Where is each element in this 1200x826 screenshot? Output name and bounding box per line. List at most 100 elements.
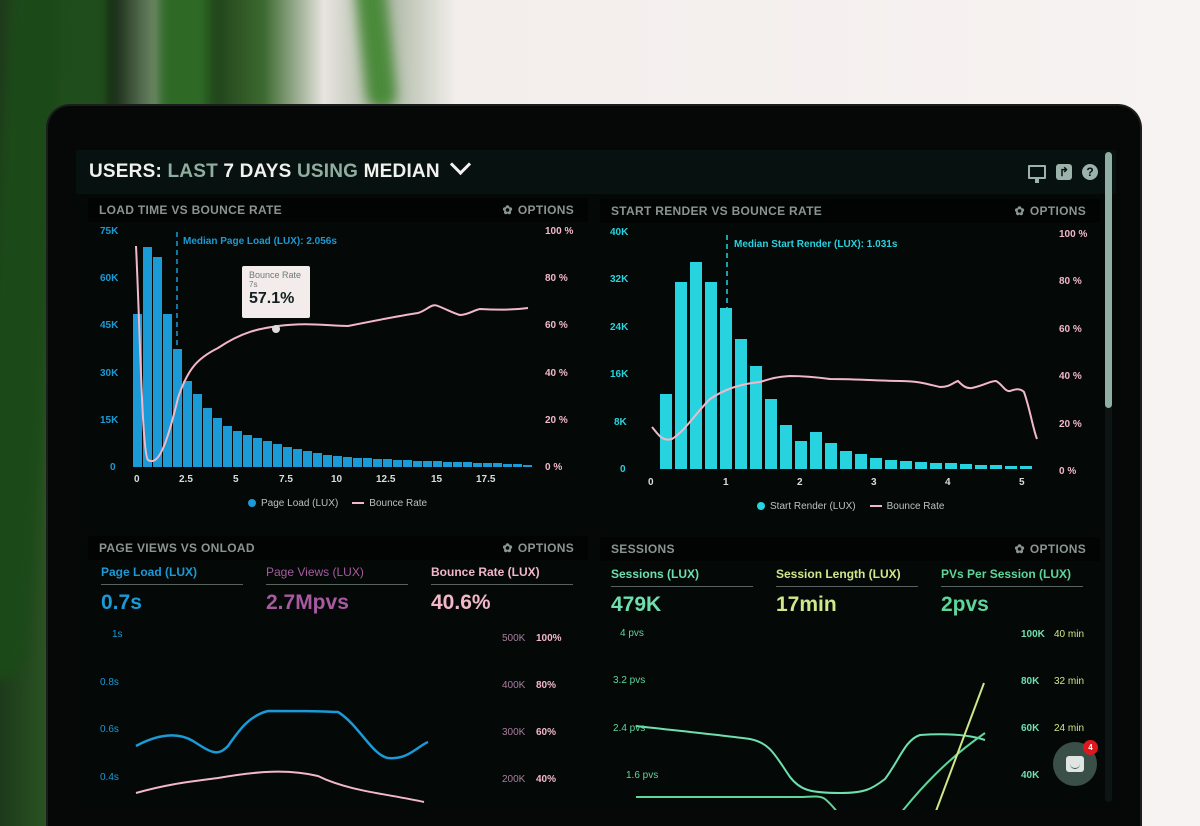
legend-item-page-load[interactable]: Page Load (LUX) <box>248 498 338 509</box>
options-label: OPTIONS <box>517 541 574 555</box>
options-label: OPTIONS <box>1029 204 1086 218</box>
panel-title: START RENDER VS BOUNCE RATE <box>611 204 822 218</box>
y2-tick: 100 % <box>1059 229 1088 240</box>
y2-tick: 60 % <box>1059 324 1082 335</box>
kpi-page-views[interactable]: Page Views (LUX) 2.7Mpvs <box>266 565 431 615</box>
header-toolbar: ↱ ? <box>1028 164 1098 183</box>
page-views-chart <box>135 709 429 803</box>
y-tick: 0.8s <box>100 677 119 688</box>
options-label: OPTIONS <box>517 203 574 217</box>
x-tick: 1 <box>723 477 729 488</box>
y2-tick: 300K <box>502 727 526 738</box>
x-tick: 17.5 <box>476 474 496 485</box>
legend-dot-icon <box>248 499 256 508</box>
background-plant-leaf <box>352 0 398 112</box>
kpi-session-length[interactable]: Session Length (LUX) 17min <box>776 567 941 617</box>
y-tick: 32K <box>610 274 629 285</box>
y-tick: 2.4 pvs <box>613 723 646 734</box>
gear-icon: ✿ <box>1014 204 1025 218</box>
chart-legend: Start Render (LUX) Bounce Rate <box>757 501 944 512</box>
panel-load-time: LOAD TIME VS BOUNCE RATE ✿ OPTIONS 75K 60… <box>88 198 588 518</box>
chevron-down-icon[interactable] <box>450 153 472 176</box>
panel-header: PAGE VIEWS VS ONLOAD ✿ OPTIONS <box>88 536 588 560</box>
y-tick: 0 <box>110 462 116 473</box>
x-tick: 2.5 <box>179 474 193 485</box>
panel-title: SESSIONS <box>611 542 675 556</box>
share-icon[interactable]: ↱ <box>1056 164 1072 180</box>
vertical-scrollbar[interactable] <box>1105 152 1112 802</box>
y2-tick: 60K <box>1021 723 1040 734</box>
y3-tick: 100% <box>536 633 562 644</box>
y3-tick: 80% <box>536 680 557 691</box>
kpi-row: Sessions (LUX) 479K Session Length (LUX)… <box>611 567 1106 617</box>
sessions-chart <box>635 682 986 810</box>
panel-start-render: START RENDER VS BOUNCE RATE ✿ OPTIONS 40K… <box>600 199 1100 519</box>
legend-line-icon <box>352 502 365 505</box>
bounce-rate-line <box>135 770 425 803</box>
x-tick: 10 <box>331 474 343 485</box>
legend-item-start-render[interactable]: Start Render (LUX) <box>757 501 856 512</box>
panel-sessions: SESSIONS ✿ OPTIONS Sessions (LUX) 479K Se… <box>600 537 1100 810</box>
legend-item-bounce-rate[interactable]: Bounce Rate <box>869 501 944 512</box>
x-tick: 15 <box>431 474 443 485</box>
x-tick: 5 <box>1019 477 1025 488</box>
kpi-row: Page Load (LUX) 0.7s Page Views (LUX) 2.… <box>101 565 596 615</box>
monitor-icon[interactable] <box>1028 165 1046 183</box>
session-length-line-right <box>935 682 985 810</box>
title-range: 7 DAYS <box>223 161 292 182</box>
y2-tick: 100K <box>1021 629 1045 640</box>
page-views-chart-lines <box>88 536 588 810</box>
x-tick: 2 <box>797 477 803 488</box>
kpi-sessions[interactable]: Sessions (LUX) 479K <box>611 567 776 617</box>
bounce-rate-tooltip: Bounce Rate 7s 57.1% <box>242 266 310 318</box>
kpi-bounce-rate[interactable]: Bounce Rate (LUX) 40.6% <box>431 565 596 615</box>
y2-tick: 20 % <box>1059 419 1082 430</box>
y2-tick: 40 % <box>545 368 568 379</box>
help-icon[interactable]: ? <box>1082 164 1098 180</box>
chat-bubble-icon <box>1066 756 1084 772</box>
y2-tick: 80 % <box>1059 276 1082 287</box>
x-tick: 0 <box>134 474 140 485</box>
pvs-per-session-line-right <box>901 732 986 810</box>
legend-item-bounce-rate[interactable]: Bounce Rate <box>352 498 427 509</box>
y-tick: 16K <box>610 369 629 380</box>
y-tick: 30K <box>100 368 119 379</box>
title-aggregate: MEDIAN <box>363 161 440 182</box>
median-label: Median Start Render (LUX): 1.031s <box>734 239 898 250</box>
pvs-per-session-line <box>636 795 837 810</box>
dashboard-header: USERS: LAST 7 DAYS USING MEDIAN ↱ ? <box>76 150 1116 194</box>
x-tick: 0 <box>648 477 654 488</box>
panel-title: LOAD TIME VS BOUNCE RATE <box>99 203 282 217</box>
options-button[interactable]: ✿ OPTIONS <box>1015 542 1086 556</box>
scrollbar-thumb[interactable] <box>1105 152 1112 408</box>
panel-header: LOAD TIME VS BOUNCE RATE ✿ OPTIONS <box>88 198 588 222</box>
y2-tick: 400K <box>502 680 526 691</box>
y-tick: 75K <box>100 226 119 237</box>
y2-tick: 60 % <box>545 320 568 331</box>
start-render-bars <box>660 262 1032 469</box>
title-last: LAST <box>167 161 218 182</box>
x-tick: 12.5 <box>376 474 396 485</box>
options-button[interactable]: ✿ OPTIONS <box>503 541 574 555</box>
dashboard-title[interactable]: USERS: LAST 7 DAYS USING MEDIAN <box>89 153 472 183</box>
y2-tick: 20 % <box>545 415 568 426</box>
y3-tick: 60% <box>536 727 557 738</box>
y2-tick: 0 % <box>1059 466 1077 477</box>
legend-line-icon <box>869 505 882 508</box>
y-tick: 0 <box>620 464 626 475</box>
y-tick: 60K <box>100 273 119 284</box>
y-tick: 45K <box>100 320 119 331</box>
x-tick: 5 <box>233 474 239 485</box>
kpi-pvs-per-session[interactable]: PVs Per Session (LUX) 2pvs <box>941 567 1106 617</box>
y-tick: 1.6 pvs <box>626 770 659 781</box>
tooltip-x: 7s <box>249 280 258 289</box>
gear-icon: ✿ <box>1014 542 1025 556</box>
y-tick: 4 pvs <box>620 628 644 639</box>
gear-icon: ✿ <box>502 541 513 555</box>
bounce-rate-line <box>135 245 529 463</box>
notification-badge: 4 <box>1083 740 1098 755</box>
kpi-page-load[interactable]: Page Load (LUX) 0.7s <box>101 565 266 615</box>
y3-tick: 40% <box>536 774 557 785</box>
options-button[interactable]: ✿ OPTIONS <box>1015 204 1086 218</box>
options-button[interactable]: ✿ OPTIONS <box>503 203 574 217</box>
